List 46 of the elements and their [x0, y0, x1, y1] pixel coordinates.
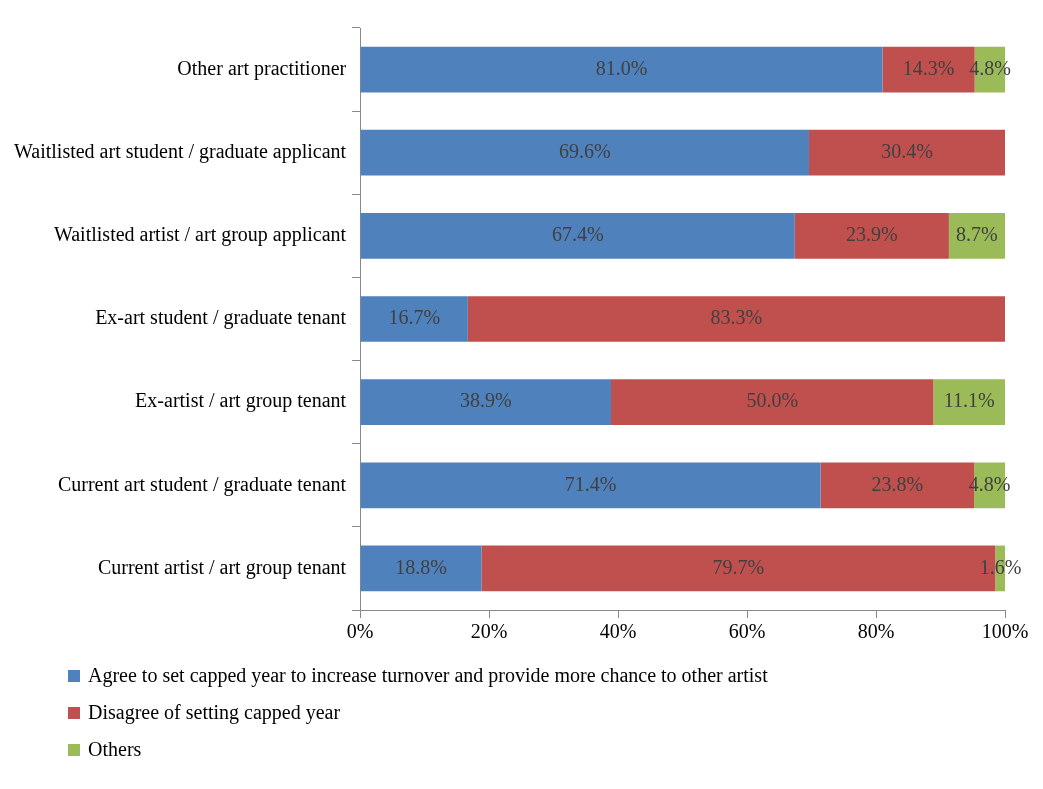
x-tick-label: 20%	[470, 620, 508, 643]
data-label: 23.8%	[871, 472, 924, 495]
bar	[794, 212, 949, 259]
bar	[808, 129, 1005, 176]
data-label: 18.8%	[395, 555, 447, 578]
bar	[360, 46, 883, 93]
y-tick-label: Other art practitioner	[177, 56, 347, 80]
data-label: 83.3%	[710, 306, 763, 329]
data-label: 1.6%	[979, 555, 1022, 578]
legend-label: Disagree of setting capped year	[88, 701, 341, 724]
x-tick-label: 100%	[981, 620, 1029, 643]
x-tick-label: 0%	[346, 620, 374, 643]
y-tick-label: Waitlisted art student / graduate applicant	[14, 139, 347, 163]
bar	[360, 462, 821, 509]
data-label: 11.1%	[943, 389, 995, 412]
x-tick-label: 80%	[857, 620, 895, 643]
bar	[948, 212, 1005, 259]
y-tick-label: Ex-art student / graduate tenant	[95, 306, 347, 330]
x-tick-label: 60%	[728, 620, 766, 643]
y-tick-label: Current art student / graduate tenant	[57, 472, 347, 496]
data-label: 50.0%	[746, 389, 799, 412]
x-tick-label: 40%	[599, 620, 637, 643]
data-label: 8.7%	[956, 223, 998, 246]
y-tick-label: Current artist / art group tenant	[97, 555, 347, 579]
y-tick-label: Ex-artist / art group tenant	[135, 389, 347, 413]
bar	[467, 296, 1005, 342]
y-tick-label: Waitlisted artist / art group applicant	[53, 223, 347, 247]
data-label: 71.4%	[564, 472, 617, 495]
bar	[360, 296, 468, 342]
legend-label: Agree to set capped year to increase turnover and provide more chance to other artist	[88, 664, 768, 687]
bar	[360, 129, 809, 176]
data-label: 67.4%	[551, 223, 604, 246]
data-label: 81.0%	[595, 56, 648, 79]
legend-label: Others	[88, 738, 142, 761]
data-label: 14.3%	[902, 56, 955, 79]
bar	[933, 379, 1005, 426]
data-label: 23.9%	[846, 223, 898, 246]
data-label: 16.7%	[388, 306, 441, 329]
bar	[611, 379, 934, 426]
data-label: 30.4%	[881, 139, 933, 162]
bar	[360, 545, 482, 592]
data-label: 79.7%	[712, 555, 765, 578]
data-label: 69.6%	[558, 139, 611, 162]
bar	[360, 212, 795, 259]
data-label: 38.9%	[460, 389, 512, 412]
bar	[360, 379, 612, 426]
